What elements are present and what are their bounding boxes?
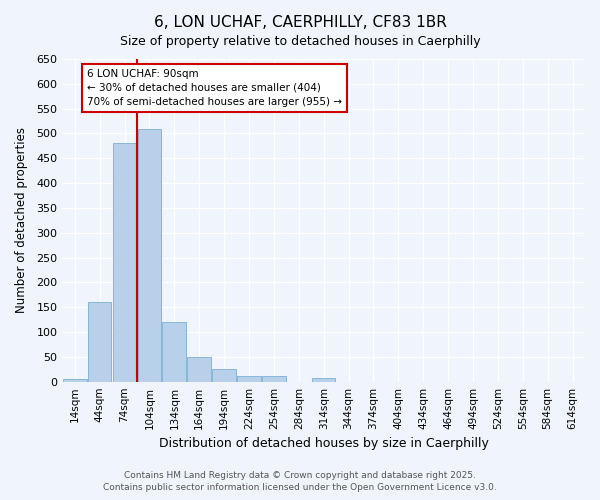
Bar [187, 357, 211, 382]
Text: 6 LON UCHAF: 90sqm
← 30% of detached houses are smaller (404)
70% of semi-detach: 6 LON UCHAF: 90sqm ← 30% of detached hou… [87, 69, 342, 107]
Bar [63, 379, 86, 382]
Text: Contains HM Land Registry data © Crown copyright and database right 2025.
Contai: Contains HM Land Registry data © Crown c… [103, 471, 497, 492]
Bar [312, 378, 335, 382]
Bar [88, 302, 112, 382]
Bar [163, 322, 186, 382]
Bar [262, 376, 286, 382]
Bar [137, 128, 161, 382]
Bar [212, 370, 236, 382]
X-axis label: Distribution of detached houses by size in Caerphilly: Distribution of detached houses by size … [159, 437, 488, 450]
Bar [113, 144, 136, 382]
Text: Size of property relative to detached houses in Caerphilly: Size of property relative to detached ho… [119, 35, 481, 48]
Bar [237, 376, 261, 382]
Y-axis label: Number of detached properties: Number of detached properties [15, 128, 28, 314]
Text: 6, LON UCHAF, CAERPHILLY, CF83 1BR: 6, LON UCHAF, CAERPHILLY, CF83 1BR [154, 15, 446, 30]
